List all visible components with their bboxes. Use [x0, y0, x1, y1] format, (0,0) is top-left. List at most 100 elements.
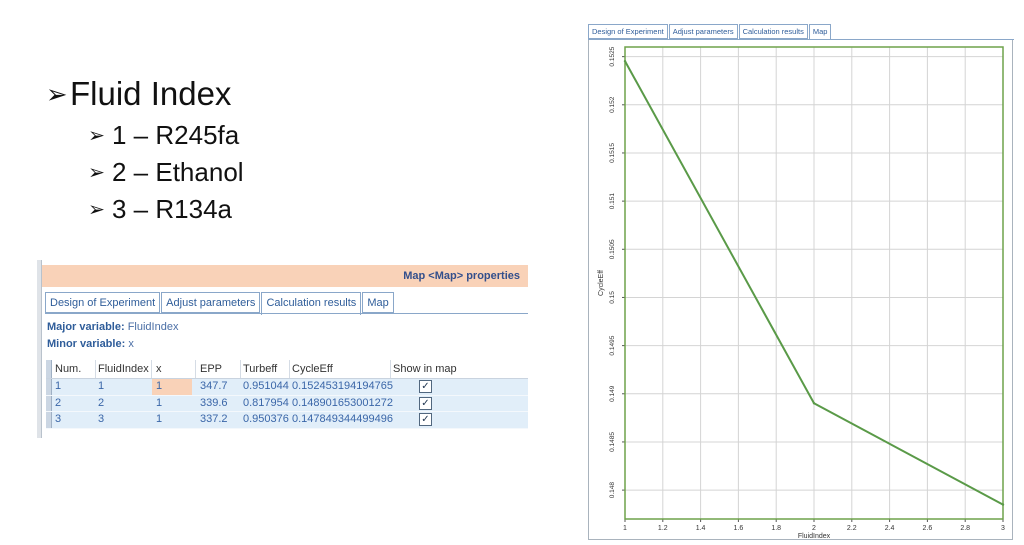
column-divider [151, 360, 152, 378]
column-divider [195, 360, 196, 378]
tab-adjust-parameters[interactable]: Adjust parameters [668, 24, 738, 39]
cell-x[interactable]: 1 [156, 396, 163, 409]
chart-frame: 1 1.2 1.4 1.6 1.8 2 2.2 2.4 2.6 2.8 3 0.148 0.1485 0.… [588, 40, 1013, 545]
cell-turbeff[interactable]: 0.950376 [243, 413, 289, 425]
y-tick-label: 0.152 [609, 96, 616, 113]
cell-cycleeff[interactable]: 0.152453194194765 [292, 380, 393, 392]
row-selector[interactable] [46, 379, 52, 395]
x-tick-label: 1.2 [658, 525, 668, 532]
col-header-show-in-map[interactable]: Show in map [393, 363, 457, 375]
properties-panel: Map <Map> properties Design of Experimen… [37, 260, 528, 438]
arrow-bullet-icon: ➢ [88, 199, 105, 221]
panel-header: Map <Map> properties [42, 265, 528, 287]
cell-epp[interactable]: 339.6 [200, 396, 228, 409]
cell-fluidindex[interactable]: 1 [98, 380, 105, 392]
bullet-item-label: 3 – R134a [112, 194, 232, 224]
cycleeff-line-chart: 1 1.2 1.4 1.6 1.8 2 2.2 2.4 2.6 2.8 3 0.148 0.1485 0.… [598, 46, 1005, 545]
table-row[interactable]: 2 2 1 339.6 0.817954 0.148901653001272 ✓ [46, 395, 528, 412]
col-header-fluidindex[interactable]: FluidIndex [98, 363, 149, 375]
column-divider [240, 360, 241, 378]
y-tick-label: 0.15 [609, 291, 616, 304]
col-header-x[interactable]: x [156, 363, 162, 375]
y-tick-label: 0.1485 [609, 432, 616, 452]
row-selector[interactable] [46, 412, 52, 428]
tab-adjust-parameters[interactable]: Adjust parameters [161, 292, 261, 313]
y-axis-label: CycleEff [598, 270, 605, 296]
tab-map[interactable]: Map [362, 292, 394, 313]
cell-num[interactable]: 2 [55, 396, 62, 409]
bullet-fluid-index: ➢Fluid Index [46, 72, 244, 117]
results-table: Num. FluidIndex x EPP Turbeff CycleEff S… [46, 360, 528, 429]
column-divider [289, 360, 290, 378]
y-tick-label: 0.1505 [609, 239, 616, 259]
column-divider [95, 360, 96, 378]
bullet-item-label: 1 – R245fa [112, 120, 240, 150]
y-tick-label: 0.1495 [609, 335, 616, 355]
tab-design-of-experiment[interactable]: Design of Experiment [45, 292, 161, 313]
tab-divider [45, 313, 528, 314]
cell-fluidindex[interactable]: 2 [98, 396, 105, 409]
bullet-item: ➢ 1 – R245fa [88, 117, 244, 154]
map-window: Design of Experiment Adjust parameters C… [588, 24, 1014, 545]
show-in-map-checkbox[interactable]: ✓ [419, 380, 432, 393]
major-variable-label: Major variable: [47, 321, 125, 333]
x-tick-label: 2.6 [923, 525, 933, 532]
x-tick-label: 1.4 [696, 525, 706, 532]
row-selector-header[interactable] [46, 360, 52, 378]
panel-tabs: Design of Experiment Adjust parameters C… [45, 292, 395, 315]
x-tick-label: 2.2 [847, 525, 857, 532]
show-in-map-checkbox[interactable]: ✓ [419, 396, 432, 410]
col-header-epp[interactable]: EPP [200, 363, 223, 375]
tab-calculation-results[interactable]: Calculation results [738, 24, 808, 39]
table-row[interactable]: 3 3 1 337.2 0.950376 0.147849344499496 ✓ [46, 412, 528, 429]
tab-map[interactable]: Map [808, 24, 832, 40]
cell-x[interactable]: 1 [152, 379, 192, 395]
x-tick-label: 1.8 [771, 525, 781, 532]
table-row[interactable]: 1 1 1 347.7 0.951044 0.152453194194765 ✓ [46, 379, 528, 396]
tab-divider [588, 39, 1014, 40]
col-header-num[interactable]: Num. [55, 363, 82, 375]
x-tick-label: 3 [1001, 525, 1005, 532]
cell-turbeff[interactable]: 0.951044 [243, 380, 289, 392]
col-header-turbeff[interactable]: Turbeff [243, 363, 278, 375]
x-axis-label: FluidIndex [798, 533, 831, 539]
show-in-map-checkbox[interactable]: ✓ [419, 413, 432, 426]
x-tick-label: 1 [623, 525, 627, 532]
x-tick-label: 2 [812, 525, 816, 532]
tab-calculation-results[interactable]: Calculation results [261, 292, 362, 315]
table-header: Num. FluidIndex x EPP Turbeff CycleEff S… [46, 360, 528, 379]
minor-variable-label: Minor variable: [47, 338, 126, 350]
cell-turbeff[interactable]: 0.817954 [243, 396, 289, 409]
arrow-bullet-icon: ➢ [46, 81, 68, 109]
minor-variable: Minor variable: x [47, 338, 134, 350]
col-header-cycleeff[interactable]: CycleEff [292, 363, 333, 375]
cell-fluidindex[interactable]: 3 [98, 413, 105, 425]
major-variable: Major variable: FluidIndex [47, 321, 178, 333]
row-selector[interactable] [46, 395, 52, 411]
data-point [812, 402, 816, 405]
cell-num[interactable]: 3 [55, 413, 62, 425]
cell-cycleeff[interactable]: 0.147849344499496 [292, 413, 393, 425]
slide-bullets: ➢Fluid Index ➢ 1 – R245fa ➢ 2 – Ethanol ➢ 3… [46, 72, 244, 228]
major-variable-value: FluidIndex [127, 321, 179, 333]
panel-splitter[interactable] [37, 260, 42, 438]
x-tick-label: 2.4 [885, 525, 895, 532]
x-tick-label: 2.8 [960, 525, 970, 532]
map-window-tabs: Design of Experiment Adjust parameters C… [588, 24, 832, 40]
cell-epp[interactable]: 347.7 [200, 380, 228, 392]
cell-epp[interactable]: 337.2 [200, 413, 228, 425]
arrow-bullet-icon: ➢ [88, 162, 105, 184]
minor-variable-value: x [128, 338, 134, 350]
x-tick-label: 1.6 [734, 525, 744, 532]
cell-cycleeff[interactable]: 0.148901653001272 [292, 396, 393, 409]
data-point [623, 59, 627, 63]
cell-x[interactable]: 1 [156, 413, 163, 425]
y-tick-label: 0.151 [609, 193, 616, 210]
bullet-item-label: 2 – Ethanol [112, 157, 244, 187]
y-tick-label: 0.149 [609, 385, 616, 402]
arrow-bullet-icon: ➢ [88, 125, 105, 147]
y-tick-label: 0.1525 [609, 46, 616, 66]
bullet-item: ➢ 2 – Ethanol [88, 154, 244, 191]
tab-design-of-experiment[interactable]: Design of Experiment [588, 24, 668, 39]
cell-num[interactable]: 1 [55, 380, 62, 392]
